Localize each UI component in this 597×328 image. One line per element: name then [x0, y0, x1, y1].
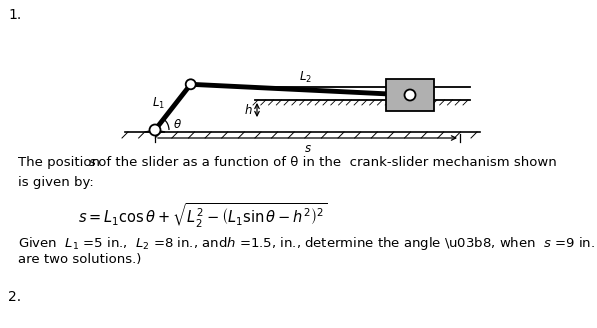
- Text: 1.: 1.: [8, 8, 21, 22]
- Text: 2.: 2.: [8, 290, 21, 304]
- Circle shape: [405, 90, 416, 100]
- Circle shape: [149, 125, 161, 135]
- Text: $L_1$: $L_1$: [152, 95, 165, 111]
- Text: are two solutions.): are two solutions.): [18, 253, 141, 266]
- Text: is given by:: is given by:: [18, 176, 94, 189]
- Text: of the slider as a function of θ in the  crank-slider mechanism shown: of the slider as a function of θ in the …: [94, 156, 557, 169]
- Circle shape: [186, 79, 196, 89]
- Text: $L_2$: $L_2$: [299, 70, 312, 85]
- Bar: [386, 79, 434, 111]
- Text: $s = L_1 \cos\theta + \sqrt{L_2^2 - \left(L_1 \sin\theta - h^2\right)^2}$: $s = L_1 \cos\theta + \sqrt{L_2^2 - \lef…: [78, 202, 327, 230]
- Polygon shape: [145, 130, 165, 132]
- Text: $s$: $s$: [303, 141, 312, 154]
- Text: The position: The position: [18, 156, 104, 169]
- Text: s: s: [88, 156, 96, 169]
- Text: $h$: $h$: [244, 103, 253, 117]
- Text: Given  $L_1$ =5 in.,  $L_2$ =8 in., and$h$ =1.5, in., determine the angle \u03b8: Given $L_1$ =5 in., $L_2$ =8 in., and$h$…: [18, 235, 597, 252]
- Text: $\theta$: $\theta$: [173, 117, 181, 131]
